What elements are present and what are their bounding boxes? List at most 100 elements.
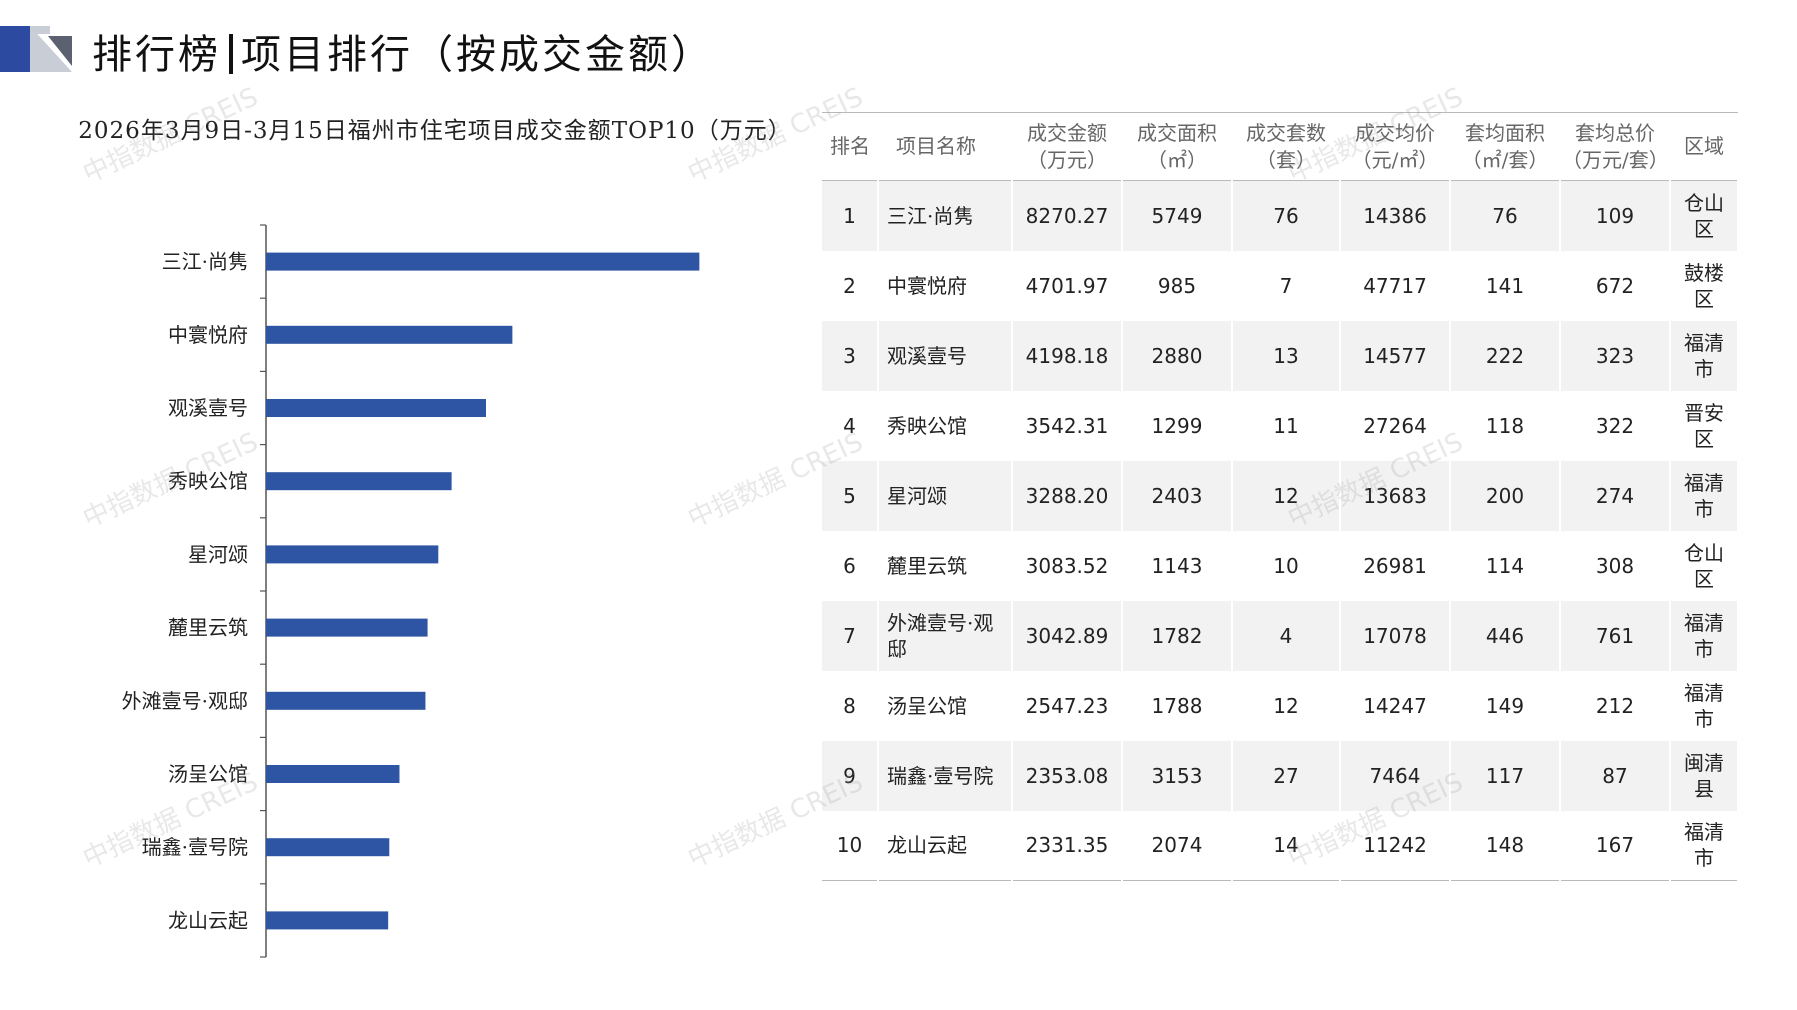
bar-chart: 三江·尚隽中寰悦府观溪壹号秀映公馆星河颂麓里云筑外滩壹号·观邸汤呈公馆瑞鑫·壹号…: [122, 224, 700, 958]
column-header: 成交面积 （㎡）: [1122, 112, 1232, 181]
rank-cell: 6: [822, 530, 879, 601]
page-title-left: 排行榜: [92, 32, 221, 78]
table-row: 7 外滩壹号·观邸 3042.89 1782 4 17078 446 761 福清市: [822, 600, 1739, 671]
area-cell: 2403: [1122, 460, 1233, 531]
avg-total-cell: 274: [1560, 460, 1671, 531]
y-tick-label: 龙山云起: [168, 908, 248, 932]
column-header: 区域: [1670, 112, 1738, 181]
district-cell: 鼓楼区: [1670, 250, 1739, 321]
y-tick-label: 中寰悦府: [168, 323, 248, 347]
project-name-cell: 汤呈公馆: [878, 670, 1013, 741]
price-cell: 26981: [1340, 530, 1451, 601]
column-header-line2: （㎡）: [1147, 147, 1207, 172]
area-cell: 2880: [1122, 320, 1233, 391]
units-cell: 7: [1232, 250, 1341, 321]
district-cell: 闽清县: [1670, 740, 1739, 811]
district-cell: 福清市: [1670, 670, 1739, 741]
price-cell: 14386: [1340, 180, 1451, 251]
project-name-cell: 麓里云筑: [878, 530, 1013, 601]
column-header-line1: 成交面积: [1137, 120, 1217, 145]
project-name-cell: 星河颂: [878, 460, 1013, 531]
price-cell: 47717: [1340, 250, 1451, 321]
units-cell: 10: [1232, 530, 1341, 601]
avg-area-cell: 200: [1450, 460, 1561, 531]
amount-cell: 4701.97: [1012, 250, 1123, 321]
column-header-line1: 排名: [830, 134, 870, 158]
avg-area-cell: 76: [1450, 180, 1561, 251]
project-name-cell: 瑞鑫·壹号院: [878, 740, 1013, 811]
avg-total-cell: 212: [1560, 670, 1671, 741]
column-header: 套均总价 （万元/套）: [1560, 112, 1670, 181]
column-header: 项目名称: [878, 112, 1012, 181]
area-cell: 5749: [1122, 180, 1233, 251]
column-header: 排名: [822, 112, 878, 181]
column-header-line2: （元/㎡）: [1351, 147, 1439, 172]
avg-area-cell: 446: [1450, 600, 1561, 671]
avg-area-cell: 141: [1450, 250, 1561, 321]
project-name-cell: 外滩壹号·观邸: [878, 600, 1013, 671]
y-tick-label: 外滩壹号·观邸: [122, 689, 248, 713]
table-row: 4 秀映公馆 3542.31 1299 11 27264 118 322 晋安区: [822, 390, 1739, 461]
bar: [266, 691, 426, 710]
district-cell: 福清市: [1670, 600, 1739, 671]
table-row: 8 汤呈公馆 2547.23 1788 12 14247 149 212 福清市: [822, 670, 1739, 741]
column-header-line1: 成交套数: [1246, 120, 1326, 145]
project-name-cell: 龙山云起: [878, 810, 1013, 881]
price-cell: 11242: [1340, 810, 1451, 881]
ranking-table: 排名 项目名称 成交金额 （万元） 成交面积 （㎡） 成交套数 （套） 成交均价 （元/㎡） 套均面…: [822, 112, 1739, 881]
price-cell: 7464: [1340, 740, 1451, 811]
avg-area-cell: 149: [1450, 670, 1561, 741]
column-header: 成交金额 （万元）: [1012, 112, 1122, 181]
header-decoration: [0, 26, 72, 72]
table-row: 3 观溪壹号 4198.18 2880 13 14577 222 323 福清市: [822, 320, 1739, 391]
area-cell: 1299: [1122, 390, 1233, 461]
price-cell: 13683: [1340, 460, 1451, 531]
units-cell: 76: [1232, 180, 1341, 251]
avg-area-cell: 222: [1450, 320, 1561, 391]
y-tick-label: 观溪壹号: [168, 396, 248, 420]
avg-total-cell: 87: [1560, 740, 1671, 811]
avg-total-cell: 322: [1560, 390, 1671, 461]
column-header-line2: （㎡/套）: [1461, 147, 1549, 172]
district-cell: 晋安区: [1670, 390, 1739, 461]
district-cell: 福清市: [1670, 320, 1739, 391]
district-cell: 福清市: [1670, 460, 1739, 531]
units-cell: 12: [1232, 460, 1341, 531]
rank-cell: 5: [822, 460, 879, 531]
area-cell: 2074: [1122, 810, 1233, 881]
rank-cell: 8: [822, 670, 879, 741]
rank-cell: 3: [822, 320, 879, 391]
amount-cell: 3042.89: [1012, 600, 1123, 671]
bar: [266, 618, 428, 637]
bar: [266, 472, 452, 491]
title-separator: [229, 34, 233, 74]
units-cell: 12: [1232, 670, 1341, 741]
rank-cell: 10: [822, 810, 879, 881]
column-header-line1: 项目名称: [896, 134, 976, 158]
column-header: 成交均价 （元/㎡）: [1340, 112, 1450, 181]
column-header-line1: 成交金额: [1027, 120, 1107, 145]
column-header-line1: 套均面积: [1465, 120, 1545, 145]
units-cell: 11: [1232, 390, 1341, 461]
table-row: 2 中寰悦府 4701.97 985 7 47717 141 672 鼓楼区: [822, 250, 1739, 321]
column-header-line1: 套均总价: [1575, 120, 1655, 145]
avg-total-cell: 167: [1560, 810, 1671, 881]
table-header-row: 排名 项目名称 成交金额 （万元） 成交面积 （㎡） 成交套数 （套） 成交均价 （元/㎡） 套均面…: [822, 112, 1738, 181]
chart-title: 2026年3月9日-3月15日福州市住宅项目成交金额TOP10（万元）: [78, 118, 792, 144]
page-title-right: 项目排行（按成交金额）: [241, 32, 714, 78]
area-cell: 1143: [1122, 530, 1233, 601]
page-title: 排行榜 项目排行（按成交金额）: [92, 22, 714, 80]
district-cell: 仓山区: [1670, 530, 1739, 601]
column-header-line2: （万元/套）: [1562, 147, 1669, 172]
area-cell: 1788: [1122, 670, 1233, 741]
price-cell: 17078: [1340, 600, 1451, 671]
column-header-line2: （套）: [1256, 147, 1316, 172]
bar: [266, 325, 513, 344]
units-cell: 4: [1232, 600, 1341, 671]
amount-cell: 3542.31: [1012, 390, 1123, 461]
column-header-line1: 区域: [1684, 134, 1724, 158]
avg-total-cell: 308: [1560, 530, 1671, 601]
price-cell: 27264: [1340, 390, 1451, 461]
units-cell: 14: [1232, 810, 1341, 881]
amount-cell: 2353.08: [1012, 740, 1123, 811]
